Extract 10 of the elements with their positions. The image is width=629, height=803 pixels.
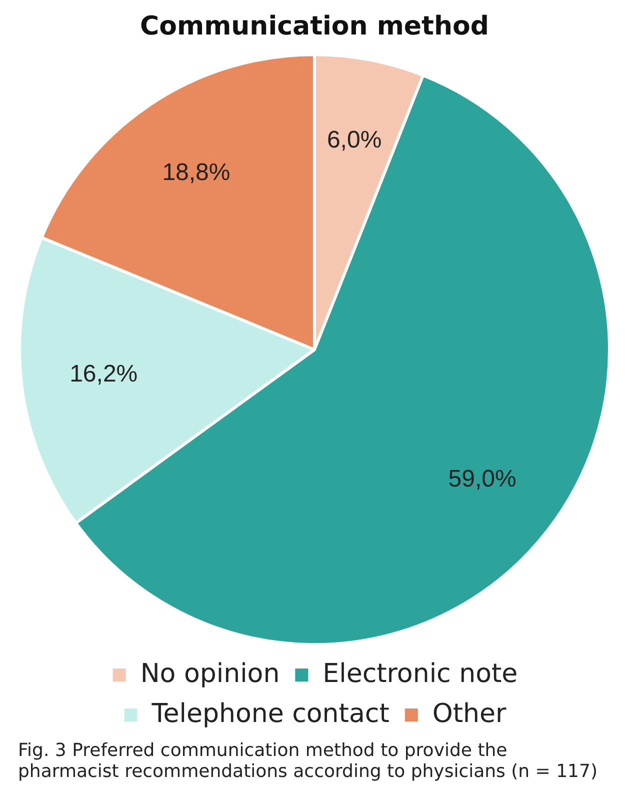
legend-label: No opinion — [140, 658, 280, 689]
data-label: 6,0% — [326, 126, 382, 154]
legend-label: Electronic note — [322, 658, 518, 689]
legend-label: Other — [432, 698, 507, 729]
legend-label: Telephone contact — [150, 698, 390, 729]
data-label: 16,2% — [70, 360, 138, 388]
caption: Fig. 3 Preferred communication method to provide the pharmacist recommendations according to physicians (n = 117) — [17, 739, 598, 784]
data-label: 59,0% — [448, 465, 516, 492]
data-label: 18,8% — [162, 158, 230, 186]
chart-title: Communication method — [140, 11, 489, 42]
